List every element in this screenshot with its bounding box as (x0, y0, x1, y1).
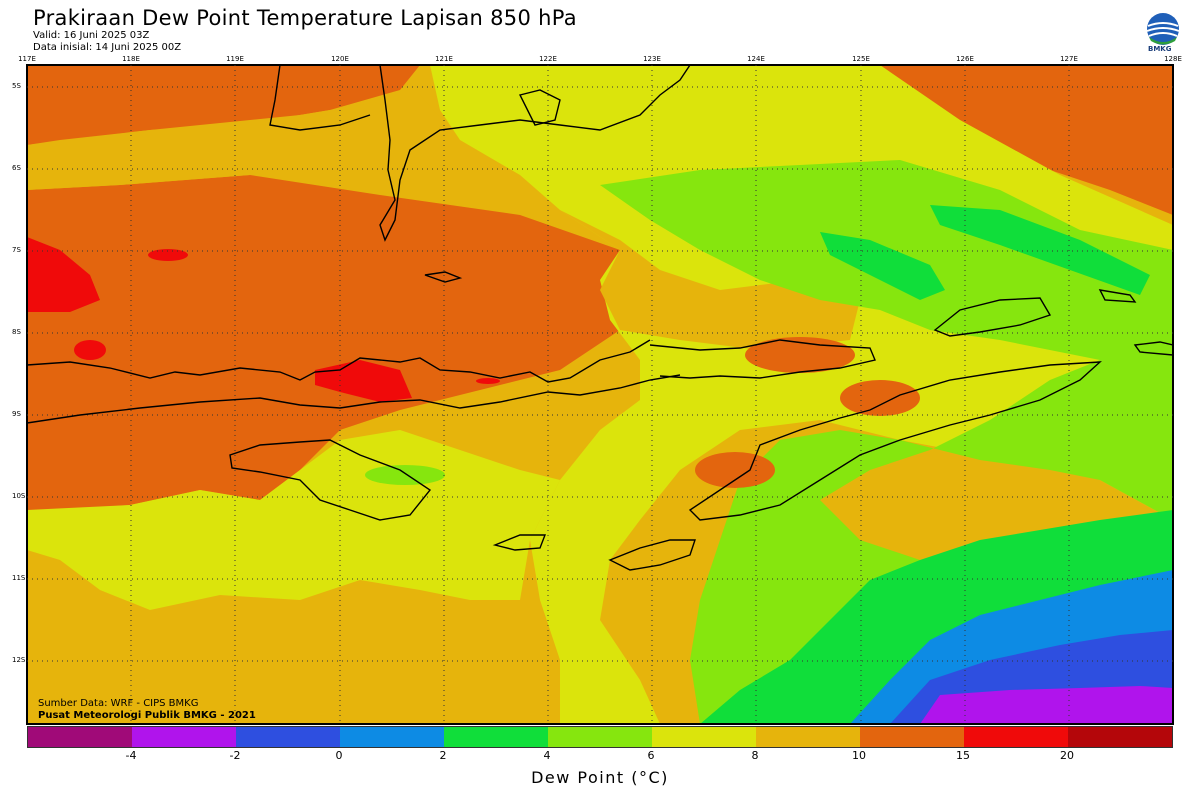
cbar-tick: 8 (751, 749, 759, 762)
lat-label: 6S (12, 164, 21, 172)
cbar-tick: 15 (956, 749, 970, 762)
cbar-tick: 6 (647, 749, 655, 762)
lon-label: 128E (1164, 55, 1182, 63)
graticule (27, 65, 1173, 724)
cbar-swatch (652, 727, 756, 747)
lon-label: 127E (1060, 55, 1078, 63)
colorbar (27, 726, 1173, 748)
cbar-tick: 10 (852, 749, 866, 762)
coast-sulawesi-south (379, 65, 691, 242)
island-wetar (933, 297, 1052, 337)
field-green-2-4-strip-north (930, 205, 1150, 295)
lon-label: 124E (747, 55, 765, 63)
lat-label: 5S (12, 82, 21, 90)
init-time: Data inisial: 14 Juni 2025 00Z (33, 42, 182, 53)
field-green-2-4-strip-middle (820, 232, 945, 300)
lon-label: 118E (122, 55, 140, 63)
cbar-tick: 4 (543, 749, 551, 762)
cbar-tick: -2 (229, 749, 241, 762)
credit-owner: Pusat Meteorologi Publik BMKG - 2021 (38, 710, 256, 721)
cbar-tick: 20 (1060, 749, 1074, 762)
field-orange-blob-timor (840, 380, 920, 416)
field-red-spot-a (148, 249, 188, 261)
lat-label: 9S (12, 410, 21, 418)
field-purple (920, 686, 1173, 724)
field-amber-band-north (27, 95, 460, 190)
field-red-spot-c (476, 378, 500, 384)
coast-flores (649, 339, 876, 379)
cbar-tick: 0 (335, 749, 343, 762)
lon-label: 121E (435, 55, 453, 63)
field-orange-blob-sumba (695, 452, 775, 488)
lat-label: 8S (12, 328, 21, 336)
lat-label: 7S (12, 246, 21, 254)
cbar-swatch (1068, 727, 1172, 747)
cbar-tick: 2 (439, 749, 447, 762)
map-frame (26, 64, 1174, 725)
map-title: Prakiraan Dew Point Temperature Lapisan … (33, 6, 577, 30)
cbar-swatch (964, 727, 1068, 747)
island-timor (688, 361, 1102, 521)
cbar-swatch (236, 727, 340, 747)
field-orange-west (27, 175, 640, 520)
island-rote (608, 539, 696, 571)
lon-label: 120E (331, 55, 349, 63)
cbar-swatch (28, 727, 132, 747)
credit-source: Sumber Data: WRF - CIPS BMKG (38, 698, 199, 709)
island-babar (1133, 341, 1173, 356)
colorbar-title: Dew Point (°C) (531, 768, 669, 787)
lon-label: 117E (18, 55, 36, 63)
cbar-swatch (340, 727, 444, 747)
lat-label: 10S (12, 492, 26, 500)
island-sumba (229, 439, 432, 521)
island-alor (1098, 289, 1137, 303)
lon-label: 126E (956, 55, 974, 63)
coast-lombok-bali-west (27, 339, 651, 383)
field-red-west (27, 237, 100, 312)
lon-label: 119E (226, 55, 244, 63)
lat-label: 12S (12, 656, 26, 664)
field-green-blob-island (365, 465, 445, 485)
island-selayar (518, 89, 561, 126)
bmkg-logo-icon (1146, 13, 1180, 45)
valid-time: Valid: 16 Juni 2025 03Z (33, 30, 150, 41)
lat-label: 11S (12, 574, 26, 582)
field-amber-band-center (560, 210, 860, 350)
logo-text: BMKG (1148, 45, 1172, 53)
island-flores-sea-a (424, 271, 463, 283)
cbar-swatch (756, 727, 860, 747)
field-red-spot-b (74, 340, 106, 360)
lon-label: 122E (539, 55, 557, 63)
lon-label: 125E (852, 55, 870, 63)
field-orange-northeast (880, 65, 1173, 215)
cbar-swatch (444, 727, 548, 747)
cbar-swatch (548, 727, 652, 747)
coastlines (27, 65, 1173, 571)
lon-label: 123E (643, 55, 661, 63)
cbar-swatch (132, 727, 236, 747)
island-savu (492, 534, 547, 551)
cbar-swatch (860, 727, 964, 747)
cbar-tick: -4 (125, 749, 137, 762)
coast-sulawesi-west (269, 65, 371, 131)
coast-sumbawa-south (27, 374, 681, 424)
field-orange-northwest (27, 65, 420, 145)
